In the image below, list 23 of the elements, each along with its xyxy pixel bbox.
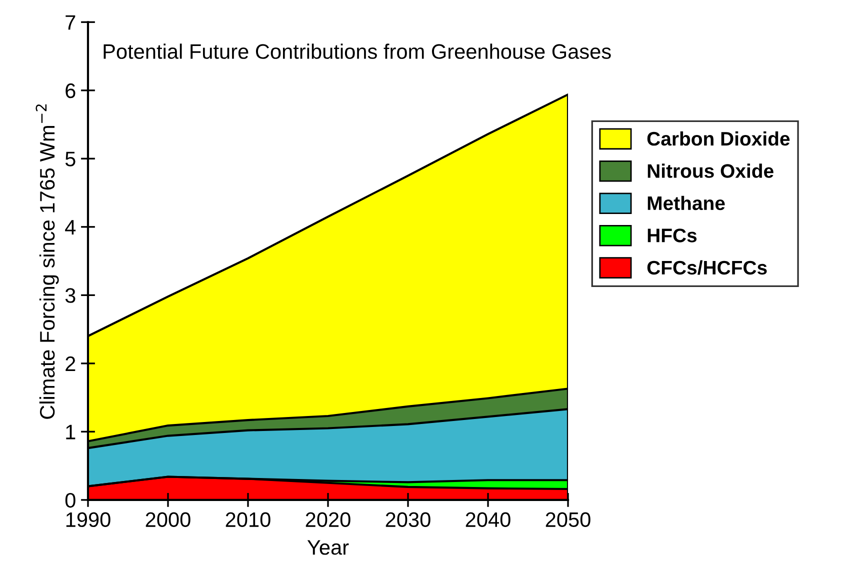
y-tick-label: 1 [66, 424, 76, 440]
y-axis-title: Climate Forcing since 1765 Wm$^{−2}$ [36, 104, 59, 419]
x-tick-label: 2030 [386, 512, 430, 528]
y-tick-label: 7 [66, 15, 76, 30]
y-tick-label: 3 [65, 288, 76, 303]
x-tick-label: 2010 [226, 512, 270, 528]
x-tick-label: 1990 [66, 512, 110, 528]
text: Potential Future Contributions from Greenhouse Gases [104, 44, 611, 59]
y-tick-label: 2 [66, 356, 76, 371]
legend-label: HFCs [648, 228, 697, 242]
legend-label: Nitrous Oxide [648, 164, 774, 178]
legend-label: Methane [648, 196, 725, 210]
x-tick-label: 2040 [466, 512, 510, 528]
x-tick-label: 2050 [546, 512, 590, 528]
y-tick-label: 4 [65, 220, 76, 234]
y-tick-label: 0 [65, 492, 76, 508]
legend-label: Carbon Dioxide [647, 131, 790, 146]
x-tick-label: 2020 [306, 512, 350, 528]
y-tick-label: 5 [65, 152, 76, 166]
x-axis-title: Year [307, 540, 349, 555]
legend-label: CFCs/HCFCs [647, 260, 767, 275]
x-tick-label: 2000 [146, 512, 190, 528]
y-tick-label: 6 [66, 83, 76, 98]
